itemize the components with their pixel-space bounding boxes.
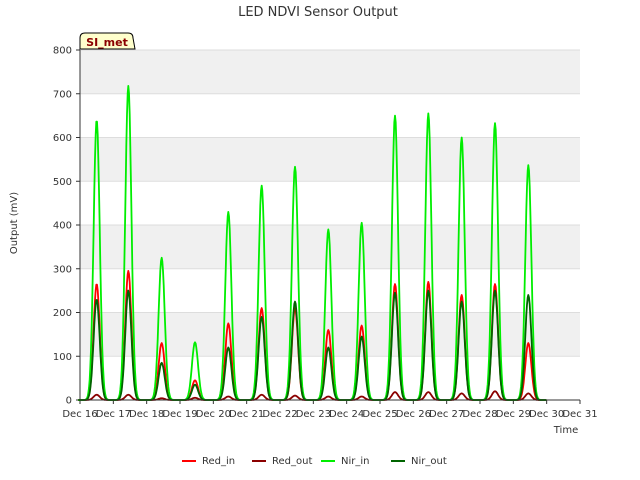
x-tick-label: Dec 22 [262, 409, 297, 420]
legend: Red_in Red_out Nir_in Nir_out [182, 456, 447, 467]
site-badge: SI_met [79, 32, 136, 50]
y-tick-label: 600 [53, 133, 72, 144]
plot-band [80, 50, 580, 94]
y-axis-ticks: 0 100 200 300 400 500 600 700 800 [53, 46, 80, 407]
legend-label: Nir_out [411, 456, 447, 467]
axis-lines [79, 50, 580, 401]
y-tick-label: 100 [53, 352, 72, 363]
x-tick-label: Dec 30 [529, 409, 564, 420]
x-tick-label: Dec 20 [196, 409, 231, 420]
x-tick-label: Dec 17 [96, 409, 131, 420]
x-tick-label: Dec 31 [562, 409, 597, 420]
legend-item-red-out: Red_out [252, 456, 312, 467]
y-tick-label: 400 [53, 221, 72, 232]
x-tick-label: Dec 29 [496, 409, 531, 420]
plot-background-bands [80, 50, 580, 357]
x-tick-label: Dec 18 [129, 409, 164, 420]
legend-item-nir-in: Nir_in [321, 456, 370, 467]
legend-item-red-in: Red_in [182, 456, 235, 467]
y-tick-label: 300 [53, 264, 72, 275]
legend-label: Nir_in [341, 456, 370, 467]
x-tick-label: Dec 19 [162, 409, 197, 420]
x-tick-label: Dec 26 [396, 409, 431, 420]
y-tick-label: 700 [53, 89, 72, 100]
x-tick-label: Dec 27 [429, 409, 464, 420]
y-tick-label: 800 [53, 46, 72, 57]
plot-band [80, 137, 580, 182]
x-tick-label: Dec 23 [296, 409, 331, 420]
y-tick-label: 500 [53, 177, 72, 188]
x-axis-label: Time [553, 425, 578, 436]
series-line-red-out [78, 390, 547, 401]
chart-title: LED NDVI Sensor Output [238, 5, 398, 20]
legend-item-nir-out: Nir_out [391, 456, 447, 467]
x-tick-label: Dec 24 [329, 409, 364, 420]
y-tick-label: 0 [66, 396, 72, 407]
site-badge-label: SI_met [86, 36, 128, 49]
x-tick-label: Dec 21 [229, 409, 264, 420]
y-axis-label: Output (mV) [9, 192, 20, 254]
legend-label: Red_out [272, 456, 312, 467]
y-tick-label: 200 [53, 308, 72, 319]
legend-label: Red_in [202, 456, 235, 467]
x-tick-label: Dec 16 [62, 409, 97, 420]
x-tick-label: Dec 28 [462, 409, 497, 420]
x-tick-label: Dec 25 [362, 409, 397, 420]
